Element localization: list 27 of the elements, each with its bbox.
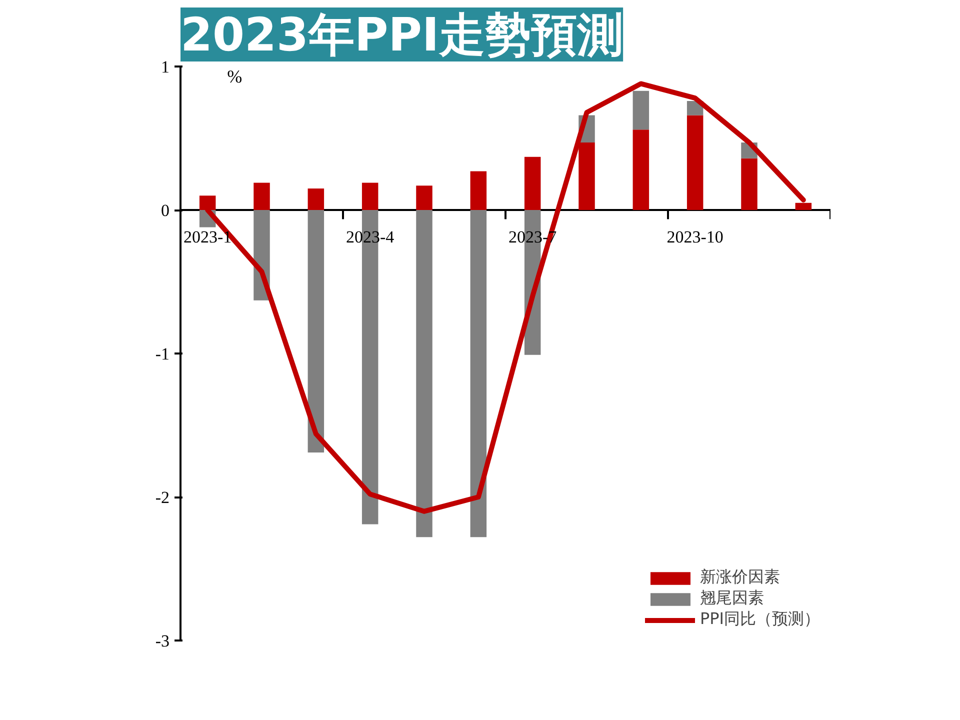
bar xyxy=(578,142,595,210)
legend-label: 新涨价因素 xyxy=(700,567,780,588)
legend-label: PPI同比（预测） xyxy=(700,609,820,630)
bar xyxy=(470,210,487,538)
bar xyxy=(470,171,487,210)
y-tick-label: -2 xyxy=(155,488,170,507)
bar xyxy=(308,188,324,210)
bar xyxy=(524,156,541,210)
bar xyxy=(416,186,432,210)
x-tick-label: 2023-1 xyxy=(184,228,232,247)
bar xyxy=(741,158,758,210)
bar xyxy=(686,115,704,210)
y-tick-label: 0 xyxy=(161,201,170,220)
legend-label: 翘尾因素 xyxy=(700,588,764,609)
chart-title: 2023年PPI走勢預測 xyxy=(180,8,624,62)
y-tick-label: 1 xyxy=(161,58,170,76)
y-axis-title: % xyxy=(227,66,242,86)
bar xyxy=(632,130,650,210)
bar xyxy=(362,182,378,210)
bar xyxy=(254,182,270,210)
x-tick-label: 2023-4 xyxy=(346,228,395,247)
bar xyxy=(416,210,432,538)
x-tick-label: 2023-10 xyxy=(666,228,724,247)
y-tick-label: -3 xyxy=(155,632,170,650)
y-tick-label: -1 xyxy=(155,344,170,364)
bar xyxy=(632,90,650,130)
bar xyxy=(308,210,324,453)
